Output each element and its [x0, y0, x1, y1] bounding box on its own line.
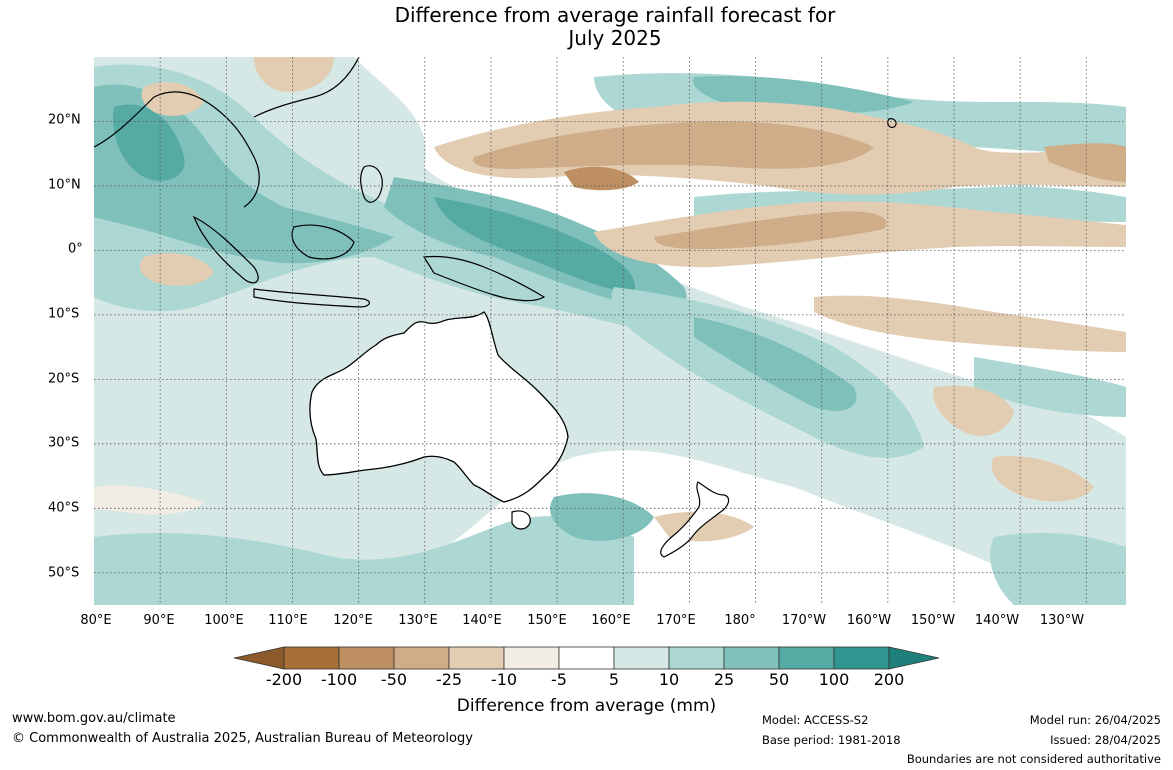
- colorbar-tick-label: -10: [490, 670, 518, 689]
- philippines-outline: [360, 165, 383, 203]
- colorbar-segment: [558, 646, 615, 670]
- lon-label: 170°W: [781, 613, 827, 628]
- colorbar-tick-label: -25: [435, 670, 463, 689]
- indonesia-outline: [192, 215, 371, 308]
- footer-copyright: © Commonwealth of Australia 2025, Austra…: [12, 731, 473, 746]
- title-line-2: July 2025: [568, 26, 662, 50]
- lon-label: 140°W: [974, 613, 1020, 628]
- colorbar-tick-label: -100: [320, 670, 358, 689]
- lon-label: 180°: [724, 613, 756, 628]
- footer-issued: Issued: 28/04/2025: [1050, 733, 1161, 747]
- lat-label: 40°S: [48, 500, 80, 516]
- map-canvas: [94, 57, 1126, 605]
- new-zealand-outline: [660, 481, 730, 558]
- lon-label: 160°W: [846, 613, 892, 628]
- lon-label: 160°E: [591, 613, 631, 628]
- colorbar-extend-low: [234, 646, 285, 670]
- colorbar-segments: [283, 646, 890, 670]
- chart-title: Difference from average rainfall forecas…: [0, 4, 1173, 50]
- lon-label: 150°E: [527, 613, 567, 628]
- lon-label: 130°W: [1039, 613, 1085, 628]
- colorbar-tick-label: 5: [608, 670, 620, 689]
- anomaly-fields: [94, 57, 1126, 605]
- colorbar-segment: [338, 646, 395, 670]
- asia-outline: [94, 57, 360, 208]
- lon-label: 80°E: [80, 613, 112, 628]
- colorbar-extend-high: [888, 646, 939, 670]
- lat-label: 20°S: [48, 371, 80, 387]
- colorbar-tick-label: -200: [265, 670, 303, 689]
- new-guinea-outline: [422, 255, 546, 302]
- colorbar-segment: [503, 646, 560, 670]
- lon-label: 90°E: [143, 613, 175, 628]
- colorbar-label: Difference from average (mm): [456, 696, 717, 716]
- lon-label: 150°W: [910, 613, 956, 628]
- title-line-1: Difference from average rainfall forecas…: [394, 3, 836, 27]
- lat-label: 30°S: [48, 435, 80, 451]
- colorbar-tick-label: 25: [713, 670, 735, 689]
- rainfall-map: [94, 57, 1126, 605]
- colorbar-tick-label: -50: [380, 670, 408, 689]
- colorbar-segment: [448, 646, 505, 670]
- lat-label: 10°S: [48, 306, 80, 322]
- lon-label: 100°E: [204, 613, 244, 628]
- lat-label: 10°N: [48, 177, 81, 193]
- footer-model-run: Model run: 26/04/2025: [1029, 713, 1161, 727]
- lat-label: 50°S: [48, 565, 80, 581]
- tasmania-outline: [511, 510, 531, 530]
- colorbar-segment: [613, 646, 670, 670]
- lon-label: 130°E: [398, 613, 438, 628]
- colorbar-tick-label: 50: [768, 670, 790, 689]
- lon-label: 170°E: [656, 613, 696, 628]
- colorbar-segment: [668, 646, 725, 670]
- lat-label: 20°N: [48, 112, 81, 128]
- lon-label: 110°E: [268, 613, 308, 628]
- colorbar-segment: [833, 646, 890, 670]
- footer-base-period: Base period: 1981-2018: [762, 733, 901, 747]
- colorbar-segment: [723, 646, 780, 670]
- colorbar-segment: [283, 646, 340, 670]
- lon-label: 120°E: [333, 613, 373, 628]
- colorbar-tick-label: 200: [873, 670, 905, 689]
- footer-disclaimer: Boundaries are not considered authoritat…: [906, 752, 1161, 766]
- colorbar: [234, 646, 939, 670]
- colorbar-tick-label: -5: [551, 670, 567, 689]
- gridlines: [94, 57, 1126, 605]
- colorbar-segment: [778, 646, 835, 670]
- colorbar-segment: [393, 646, 450, 670]
- colorbar-tick-label: 10: [658, 670, 680, 689]
- lat-label: 0°: [68, 241, 83, 257]
- australia-outline: [309, 311, 569, 503]
- colorbar-tick-label: 100: [818, 670, 850, 689]
- hawaii-outline: [887, 118, 897, 128]
- footer-url[interactable]: www.bom.gov.au/climate: [12, 711, 176, 726]
- footer-model: Model: ACCESS-S2: [762, 713, 869, 727]
- lon-label: 140°E: [462, 613, 502, 628]
